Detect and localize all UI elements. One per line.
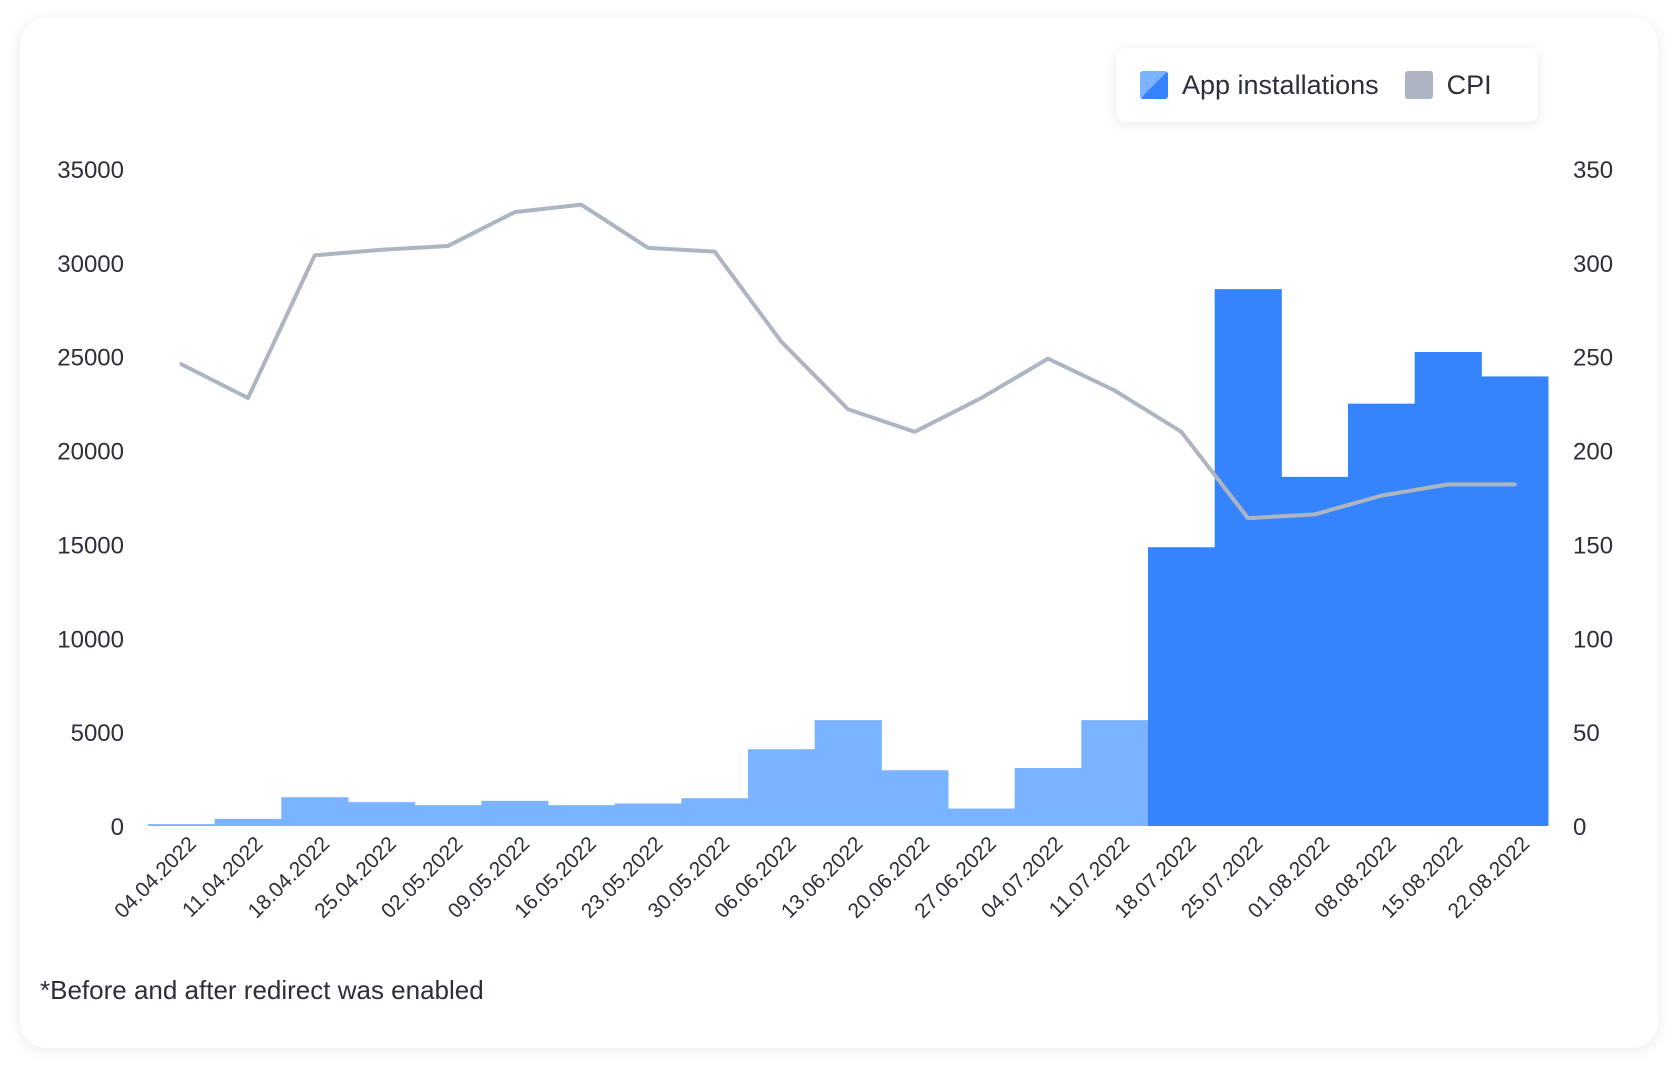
- legend-item-cpi[interactable]: CPI: [1404, 69, 1492, 101]
- bar-installs-18.04.2022: [281, 797, 349, 826]
- bar-installs-11.07.2022: [1081, 720, 1149, 826]
- bar-installs-20.06.2022: [881, 770, 949, 826]
- bar-installs-23.05.2022: [614, 803, 682, 826]
- y-left-tick: 25000: [57, 345, 124, 372]
- bar-installs-30.05.2022: [681, 798, 749, 826]
- bar-installs-04.07.2022: [1014, 767, 1082, 826]
- y-left-tick: 35000: [57, 157, 124, 184]
- y-right-tick: 150: [1573, 532, 1613, 559]
- y-left-tick: 20000: [57, 439, 124, 466]
- bar-installs-04.04.2022: [148, 824, 216, 826]
- bar-installs-18.07.2022: [1148, 547, 1216, 826]
- legend-item-installs[interactable]: App installations: [1140, 70, 1379, 101]
- bar-installs-25.04.2022: [348, 802, 416, 826]
- y-left-tick: 15000: [57, 532, 124, 559]
- bar-installs-09.05.2022: [481, 800, 549, 826]
- legend-swatch-installs: [1140, 71, 1168, 99]
- legend-label-installs: App installations: [1182, 69, 1379, 100]
- bar-installs-08.08.2022: [1348, 403, 1416, 826]
- bar-installs-25.07.2022: [1214, 289, 1282, 826]
- bar-installs-06.06.2022: [748, 749, 816, 826]
- line-cpi: [179, 202, 1517, 521]
- y-right-tick: 250: [1573, 345, 1613, 372]
- bar-installs-16.05.2022: [548, 805, 616, 826]
- chart-footnote: *Before and after redirect was enabled: [40, 975, 484, 1005]
- y-left-tick: 5000: [71, 720, 124, 747]
- y-left-tick: 30000: [57, 251, 124, 278]
- y-right-tick: 300: [1573, 251, 1613, 278]
- chart-legend: App installations CPI: [1116, 48, 1538, 122]
- bar-installs-13.06.2022: [814, 720, 882, 826]
- y-left-tick: 10000: [57, 626, 124, 653]
- bar-installs-27.06.2022: [948, 808, 1016, 826]
- legend-label-cpi: CPI: [1446, 69, 1492, 100]
- y-right-tick: 50: [1573, 720, 1600, 747]
- bar-installs-22.08.2022: [1481, 376, 1549, 826]
- legend-swatch-cpi: [1404, 71, 1433, 99]
- bar-installs-02.05.2022: [414, 805, 482, 826]
- y-right-tick: 0: [1573, 814, 1586, 841]
- y-right-tick: 200: [1573, 439, 1613, 466]
- bar-installs-15.08.2022: [1414, 352, 1482, 826]
- y-right-tick: 350: [1573, 157, 1613, 184]
- bar-installs-11.04.2022: [214, 818, 282, 826]
- bar-installs-01.08.2022: [1281, 476, 1349, 826]
- y-right-tick: 100: [1573, 626, 1613, 653]
- y-left-tick: 0: [111, 814, 124, 841]
